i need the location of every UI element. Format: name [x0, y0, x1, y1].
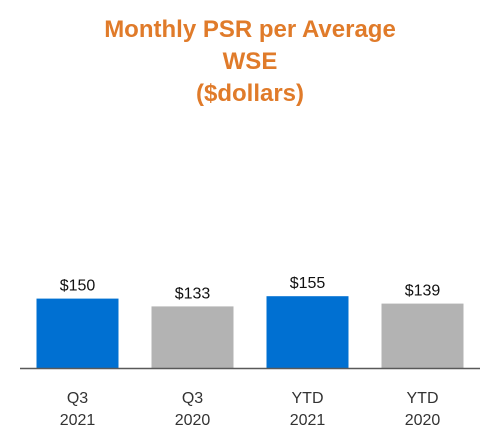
chart-title-line-3: ($dollars) [195, 80, 305, 107]
category-label-3-line-1: YTD [407, 390, 439, 407]
category-label-1-line-1: Q3 [182, 390, 203, 407]
chart-title-line-1: Monthly PSR per Average [104, 16, 396, 43]
chart-title: Monthly PSR per Average WSE ($dollars) [0, 14, 500, 110]
category-label-2-line-2: 2021 [290, 412, 326, 429]
bar-0 [36, 298, 119, 369]
value-label-1: $133 [175, 285, 211, 302]
value-label-0: $150 [60, 278, 96, 295]
category-label-3-line-2: 2020 [405, 412, 441, 429]
bar-3 [381, 303, 464, 368]
category-label-2-line-1: YTD [292, 390, 324, 407]
category-label-0-line-2: 2021 [60, 412, 96, 429]
category-label-0-line-1: Q3 [67, 390, 88, 407]
chart-title-line-2: WSE [222, 48, 278, 75]
bar-1 [151, 306, 234, 368]
value-label-3: $139 [405, 283, 441, 300]
value-label-2: $155 [290, 275, 326, 292]
bar-2 [266, 296, 349, 368]
category-label-1-line-2: 2020 [175, 412, 211, 429]
